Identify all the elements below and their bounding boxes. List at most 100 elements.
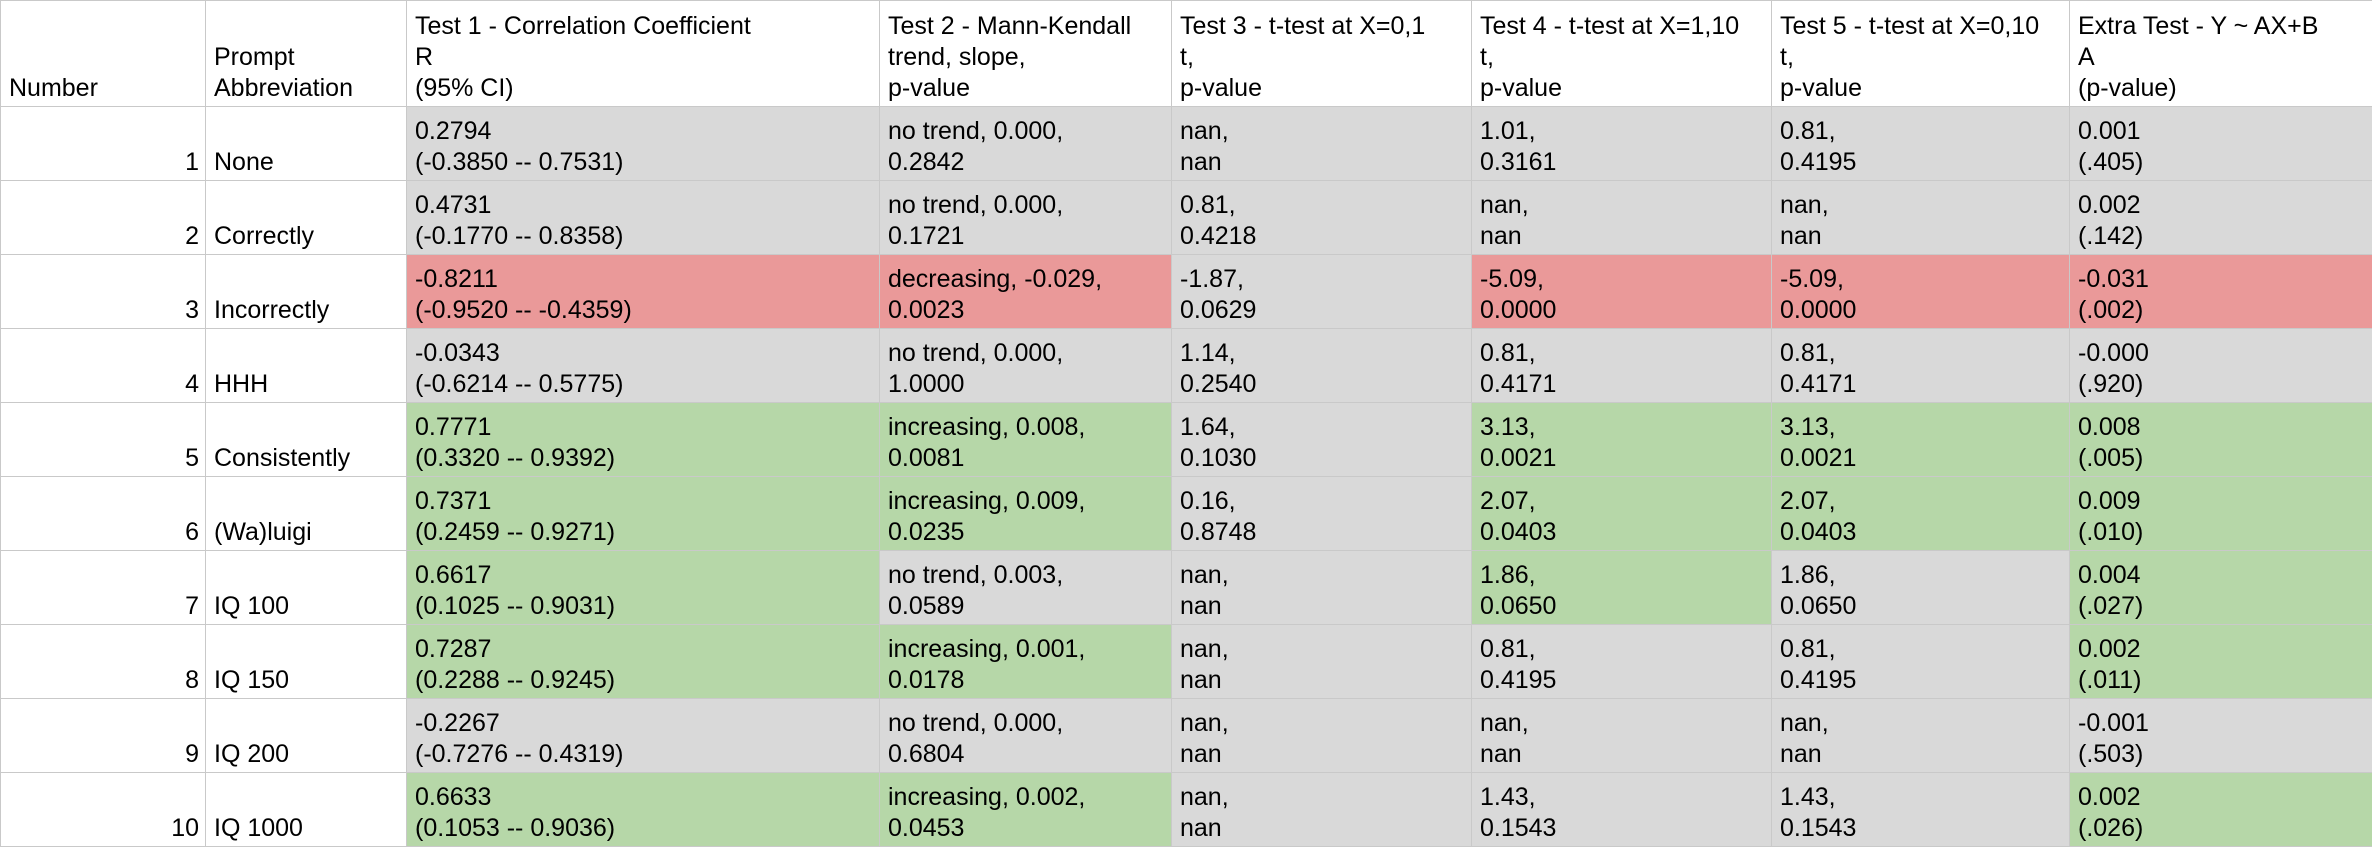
result-cell[interactable]: 1.43, 0.1543	[1771, 772, 2070, 847]
test-4-header[interactable]: Test 4 - t-test at X=1,10 t, p-value	[1471, 0, 1772, 107]
result-cell[interactable]: 0.81, 0.4195	[1771, 624, 2070, 699]
row-number-cell[interactable]: 7	[0, 550, 206, 625]
prompt-abbreviation-cell[interactable]: Incorrectly	[205, 254, 407, 329]
cell-line: 0.2794	[415, 117, 492, 145]
cell-line: nan	[1180, 666, 1222, 694]
result-cell[interactable]: nan, nan	[1171, 772, 1472, 847]
prompt-abbreviation-cell[interactable]: None	[205, 106, 407, 181]
result-cell[interactable]: -0.2267 (-0.7276 -- 0.4319)	[406, 698, 880, 773]
result-cell[interactable]: 0.4731 (-0.1770 -- 0.8358)	[406, 180, 880, 255]
test-2-header[interactable]: Test 2 - Mann-Kendall trend, slope, p-valu…	[879, 0, 1172, 107]
prompt-abbreviation-cell[interactable]: HHH	[205, 328, 407, 403]
prompt-abbreviation-cell[interactable]: IQ 150	[205, 624, 407, 699]
result-cell[interactable]: no trend, 0.000, 0.2842	[879, 106, 1172, 181]
row-number-cell[interactable]: 8	[0, 624, 206, 699]
result-cell[interactable]: nan, nan	[1171, 550, 1472, 625]
result-cell[interactable]: increasing, 0.009, 0.0235	[879, 476, 1172, 551]
result-cell[interactable]: increasing, 0.001, 0.0178	[879, 624, 1172, 699]
result-cell[interactable]: nan, nan	[1471, 180, 1772, 255]
result-cell[interactable]: nan, nan	[1171, 624, 1472, 699]
row-number-cell[interactable]: 4	[0, 328, 206, 403]
result-cell[interactable]: nan, nan	[1471, 698, 1772, 773]
result-cell[interactable]: -0.031 (.002)	[2069, 254, 2372, 329]
cell-line: 0.0021	[1780, 444, 1857, 472]
result-cell[interactable]: 2.07, 0.0403	[1471, 476, 1772, 551]
result-cell[interactable]: 1.01, 0.3161	[1471, 106, 1772, 181]
result-cell[interactable]: 0.002 (.142)	[2069, 180, 2372, 255]
result-cell[interactable]: no trend, 0.000, 0.6804	[879, 698, 1172, 773]
prompt-abbreviation-cell[interactable]: Consistently	[205, 402, 407, 477]
result-cell[interactable]: 0.81, 0.4195	[1771, 106, 2070, 181]
result-cell[interactable]: nan, nan	[1771, 698, 2070, 773]
result-cell[interactable]: no trend, 0.000, 1.0000	[879, 328, 1172, 403]
result-cell[interactable]: 1.86, 0.0650	[1471, 550, 1772, 625]
row-number-cell[interactable]: 6	[0, 476, 206, 551]
prompt-abbreviation-cell[interactable]: (Wa)luigi	[205, 476, 407, 551]
result-cell[interactable]: 3.13, 0.0021	[1771, 402, 2070, 477]
result-cell[interactable]: -0.0343 (-0.6214 -- 0.5775)	[406, 328, 880, 403]
cell-line: 0.4171	[1480, 370, 1557, 398]
number-header[interactable]: Number	[0, 0, 206, 107]
cell-line: (0.3320 -- 0.9392)	[415, 444, 616, 472]
result-cell[interactable]: 0.6617 (0.1025 -- 0.9031)	[406, 550, 880, 625]
row-number-cell[interactable]: 10	[0, 772, 206, 847]
cell-line: no trend, 0.000,	[888, 117, 1064, 145]
result-cell[interactable]: -0.8211 (-0.9520 -- -0.4359)	[406, 254, 880, 329]
row-number-cell[interactable]: 2	[0, 180, 206, 255]
prompt-abbreviation-cell[interactable]: IQ 100	[205, 550, 407, 625]
result-cell[interactable]: 1.64, 0.1030	[1171, 402, 1472, 477]
result-cell[interactable]: 0.2794 (-0.3850 -- 0.7531)	[406, 106, 880, 181]
result-cell[interactable]: no trend, 0.000, 0.1721	[879, 180, 1172, 255]
result-cell[interactable]: 0.81, 0.4195	[1471, 624, 1772, 699]
result-cell[interactable]: 0.009 (.010)	[2069, 476, 2372, 551]
result-cell[interactable]: -0.000 (.920)	[2069, 328, 2372, 403]
cell-line: (.005)	[2078, 444, 2144, 472]
test-1-header[interactable]: Test 1 - Correlation Coefficient R (95% CI…	[406, 0, 880, 107]
result-cell[interactable]: -5.09, 0.0000	[1771, 254, 2070, 329]
result-cell[interactable]: 0.81, 0.4171	[1771, 328, 2070, 403]
result-cell[interactable]: 2.07, 0.0403	[1771, 476, 2070, 551]
result-cell[interactable]: no trend, 0.003, 0.0589	[879, 550, 1172, 625]
cell-line: (.010)	[2078, 518, 2144, 546]
result-cell[interactable]: 0.008 (.005)	[2069, 402, 2372, 477]
result-cell[interactable]: 0.7287 (0.2288 -- 0.9245)	[406, 624, 880, 699]
row-number-cell[interactable]: 5	[0, 402, 206, 477]
result-cell[interactable]: nan, nan	[1171, 698, 1472, 773]
prompt-abbreviation-cell[interactable]: Correctly	[205, 180, 407, 255]
result-cell[interactable]: decreasing, -0.029, 0.0023	[879, 254, 1172, 329]
result-cell[interactable]: 3.13, 0.0021	[1471, 402, 1772, 477]
test-5-header[interactable]: Test 5 - t-test at X=0,10 t, p-value	[1771, 0, 2070, 107]
result-cell[interactable]: nan, nan	[1771, 180, 2070, 255]
prompt-abbreviation-cell[interactable]: IQ 1000	[205, 772, 407, 847]
result-cell[interactable]: 0.002 (.026)	[2069, 772, 2372, 847]
row-number-cell[interactable]: 9	[0, 698, 206, 773]
result-cell[interactable]: 1.14, 0.2540	[1171, 328, 1472, 403]
result-cell[interactable]: increasing, 0.002, 0.0453	[879, 772, 1172, 847]
result-cell[interactable]: nan, nan	[1171, 106, 1472, 181]
result-cell[interactable]: 0.81, 0.4218	[1171, 180, 1472, 255]
result-cell[interactable]: 0.7371 (0.2459 -- 0.9271)	[406, 476, 880, 551]
result-cell[interactable]: 0.7771 (0.3320 -- 0.9392)	[406, 402, 880, 477]
cell-line: -0.8211	[415, 265, 498, 293]
result-cell[interactable]: 0.001 (.405)	[2069, 106, 2372, 181]
result-cell[interactable]: increasing, 0.008, 0.0081	[879, 402, 1172, 477]
result-cell[interactable]: 1.86, 0.0650	[1771, 550, 2070, 625]
prompt-abbreviation-cell[interactable]: IQ 200	[205, 698, 407, 773]
prompt-abbreviation-header[interactable]: Prompt Abbreviation	[205, 0, 407, 107]
result-cell[interactable]: 1.43, 0.1543	[1471, 772, 1772, 847]
row-number-cell[interactable]: 3	[0, 254, 206, 329]
result-cell[interactable]: -1.87, 0.0629	[1171, 254, 1472, 329]
cell-line: 0.4218	[1180, 222, 1257, 250]
result-cell[interactable]: 0.002 (.011)	[2069, 624, 2372, 699]
header-row: Number Prompt Abbreviation Test 1 - Correla…	[0, 0, 2372, 107]
extra-test-header[interactable]: Extra Test - Y ~ AX+B A (p-value)	[2069, 0, 2372, 107]
result-cell[interactable]: -5.09, 0.0000	[1471, 254, 1772, 329]
row-number-cell[interactable]: 1	[0, 106, 206, 181]
test-3-header[interactable]: Test 3 - t-test at X=0,1 t, p-value	[1171, 0, 1472, 107]
result-cell[interactable]: -0.001 (.503)	[2069, 698, 2372, 773]
result-cell[interactable]: 0.16, 0.8748	[1171, 476, 1472, 551]
result-cell[interactable]: 0.004 (.027)	[2069, 550, 2372, 625]
cell-line: nan	[1180, 148, 1222, 176]
result-cell[interactable]: 0.6633 (0.1053 -- 0.9036)	[406, 772, 880, 847]
result-cell[interactable]: 0.81, 0.4171	[1471, 328, 1772, 403]
